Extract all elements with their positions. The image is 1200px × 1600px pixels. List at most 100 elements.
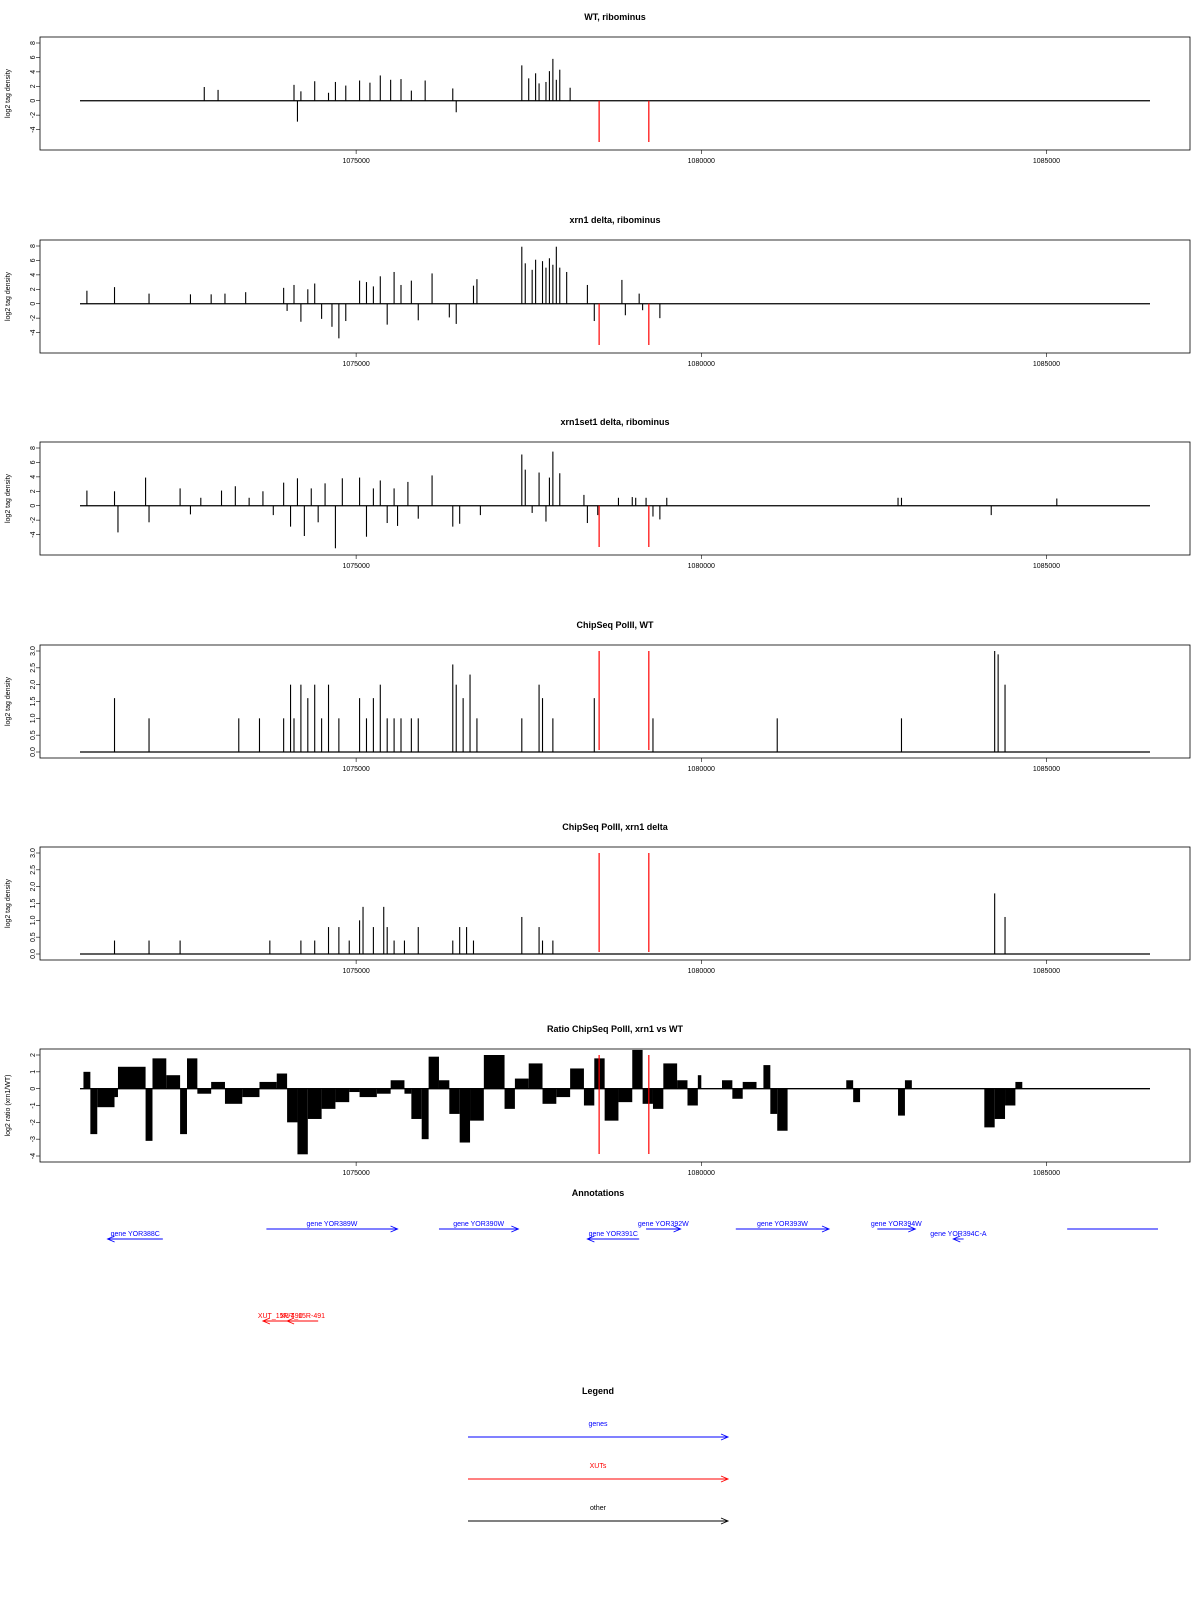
gene-feature: gene YOR394W [871,1221,922,1233]
gene-feature: gene YOR394C-A [930,1231,987,1243]
ratio-segment [428,1056,439,1089]
panel-5: ChipSeq PolII, xrn1 delta 3.0 2.5 2.0 1.5 1.0… [5,822,1191,975]
gene-feature: gene YOR393W [735,1221,831,1233]
y-tick-label: 0.5 [30,932,37,942]
y-axis-label: log2 ratio (xrn1/WT) [5,1075,12,1137]
x-axis: 1075000 1080000 1085000 [342,353,1060,368]
gene-feature: gene YOR389W [266,1221,399,1233]
ratio-segment [242,1088,260,1098]
y-tick-label: 6 [30,55,37,59]
y-axis: 8 6 4 2 0 -2 -4 [30,446,40,538]
y-tick-label: 6 [30,460,37,464]
y-axis: 8 6 4 2 0 -2 -4 [30,244,40,336]
y-tick-label: -2 [30,517,37,523]
y-axis-label: log2 tag density [5,68,12,118]
y-axis-label: log2 tag density [5,676,12,726]
x-tick-label: 1080000 [688,766,715,773]
legend-arrow [468,1433,730,1441]
ratio-segment [697,1075,702,1089]
y-tick-label: 0 [30,99,37,103]
ratio-segment [763,1065,771,1089]
x-axis: 1075000 1080000 1085000 [342,555,1060,570]
x-tick-label: 1075000 [342,766,369,773]
ratio-segment [722,1080,733,1089]
y-tick-label: 0 [30,1087,37,1091]
arrowhead [390,1225,399,1233]
ratio-segment [117,1066,146,1089]
x-tick-label: 1080000 [688,361,715,368]
ratio-segment [1005,1088,1016,1106]
data-marks [86,246,661,339]
gene-label: gene YOR393W [757,1221,808,1228]
ratio-segment [297,1088,308,1155]
ratio-segment [604,1088,619,1121]
ratio-segment [570,1068,584,1089]
arrowhead [106,1235,115,1243]
y-tick-label: 2 [30,489,37,493]
legend-arrow [468,1517,730,1525]
ratio-segment [663,1063,678,1089]
legend-item-XUTs: XUTs [468,1463,730,1483]
panel-3: xrn1set1 delta, ribominus 8 6 4 2 0 -2 -4 log2 t… [5,417,1191,570]
ratio-segment [97,1088,115,1108]
y-tick-label: 0.0 [30,949,37,959]
y-tick-label: 1.0 [30,713,37,723]
legend-item-genes: genes [468,1421,730,1441]
y-tick-label: 0.5 [30,730,37,740]
x-tick-label: 1085000 [1033,563,1060,570]
ratio-segment [528,1063,543,1089]
y-tick-label: 8 [30,41,37,45]
ratio-segment [114,1088,118,1098]
ratio-segment [514,1078,529,1089]
ratio-segment [542,1088,557,1104]
ratio-segment [984,1088,995,1128]
legend-label: other [590,1505,607,1512]
x-tick-label: 1075000 [342,361,369,368]
legend-title: Legend [582,1386,614,1396]
y-tick-label: -2 [30,315,37,321]
gene-feature: gene YOR392W [638,1221,689,1233]
y-tick-label: 8 [30,244,37,248]
y-tick-label: 4 [30,70,37,74]
ratio-segment [846,1080,854,1089]
y-tick-label: 0 [30,504,37,508]
y-tick-label: -3 [30,1136,37,1142]
x-tick-label: 1085000 [1033,361,1060,368]
panel-title: Ratio ChipSeq PolII, xrn1 vs WT [547,1024,684,1034]
panel-title: ChipSeq PolII, xrn1 delta [562,822,669,832]
ratio-segment [211,1081,225,1089]
legend-label: XUTs [590,1463,607,1470]
y-tick-label: 1.5 [30,697,37,707]
y-axis-label: log2 tag density [5,271,12,321]
y-tick-label: 2 [30,287,37,291]
y-tick-label: 2.0 [30,882,37,892]
annotations-panel: Annotations gene YOR388C gene YOR389W gene … [106,1188,1158,1325]
y-tick-label: -4 [30,531,37,537]
y-tick-label: -4 [30,329,37,335]
panel-title: xrn1 delta, ribominus [569,215,660,225]
ratio-segment [1015,1081,1023,1089]
ratio-segment [287,1088,298,1123]
ratio-segment [618,1088,633,1103]
ratio-segment [687,1088,698,1106]
ratio-segment [732,1088,743,1099]
ratio-segment [470,1088,484,1121]
y-axis-label: log2 tag density [5,473,12,523]
ratio-segment [583,1088,595,1106]
x-axis: 1075000 1080000 1085000 [342,960,1060,975]
y-tick-label: 1.0 [30,915,37,925]
ratio-segment [504,1088,515,1109]
ratio-segment [853,1088,861,1103]
y-tick-label: 2.0 [30,680,37,690]
ratio-segment [335,1088,350,1103]
x-tick-label: 1080000 [688,563,715,570]
x-tick-label: 1080000 [688,158,715,165]
y-tick-label: 0.0 [30,747,37,757]
y-tick-label: 6 [30,258,37,262]
arrowhead [952,1235,961,1243]
ratio-segment [421,1088,429,1140]
panel-title: WT, ribominus [584,12,646,22]
y-axis: 3.0 2.5 2.0 1.5 1.0 0.5 0.0 [30,646,40,757]
y-tick-label: 1.5 [30,899,37,909]
ratio-segment [152,1058,167,1089]
